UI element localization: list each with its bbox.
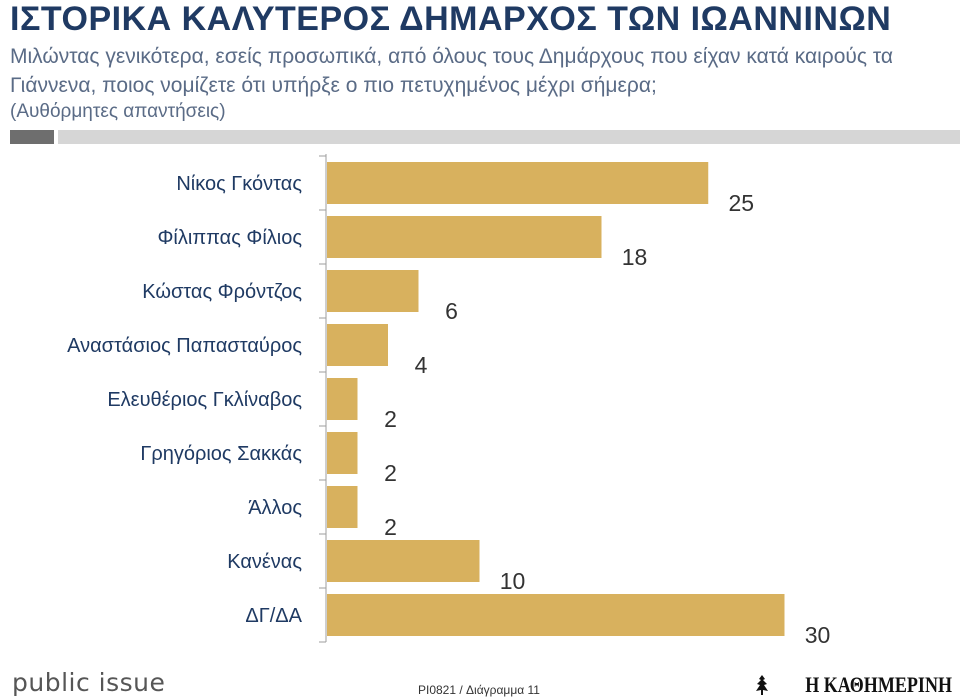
data-label: 25 [728,190,754,216]
bar [327,270,419,312]
bar [327,162,709,204]
category-label: Άλλος [248,497,302,519]
bar [327,216,602,258]
diagram-code: PI0821 / Διάγραμμα 11 [418,683,540,697]
kathimerini-emblem-icon [756,675,768,695]
public-issue-logo: public issue [12,668,166,697]
category-label: Γρηγόριος Σακκάς [140,443,302,465]
bar [327,432,358,474]
question-text: Μιλώντας γενικότερα, εσείς προσωπικά, απ… [10,45,893,97]
category-label: Ελευθέριος Γκλίναβος [107,389,302,411]
category-label: Νίκος Γκόντας [176,173,302,195]
category-label: Κανένας [227,551,302,573]
chart-title: ΙΣΤΟΡΙΚΑ ΚΑΛΥΤΕΡΟΣ ΔΗΜΑΡΧΟΣ ΤΩΝ ΙΩΑΝΝΙΝΩ… [10,0,892,38]
bar [327,486,358,528]
data-label: 30 [805,622,831,648]
category-label: ΔΓ/ΔΑ [245,605,302,627]
category-label: Αναστάσιος Παπασταύρος [67,335,302,357]
question-note: (Αυθόρμητες απαντήσεις) [10,101,226,122]
bar [327,594,785,636]
bar [327,324,388,366]
divider-light [58,130,960,144]
data-label: 18 [622,244,648,270]
data-label: 4 [415,352,428,378]
data-label: 2 [384,406,397,432]
data-label: 10 [500,568,526,594]
kathimerini-logo-text: Η ΚΑΘΗΜΕΡΙΝΗ [805,672,952,697]
data-label: 2 [384,514,397,540]
data-label: 6 [445,298,458,324]
data-label: 2 [384,460,397,486]
bar [327,378,358,420]
category-label: Κώστας Φρόντζος [142,281,302,303]
divider-dark [10,130,54,144]
kathimerini-logo: Η ΚΑΘΗΜΕΡΙΝΗ [754,672,952,698]
bar-chart: Νίκος Γκόντας 25 Φίλιππας Φίλιος 18 Κώστας Φ… [67,154,831,648]
category-label: Φίλιππας Φίλιος [157,227,302,249]
bar [327,540,480,582]
